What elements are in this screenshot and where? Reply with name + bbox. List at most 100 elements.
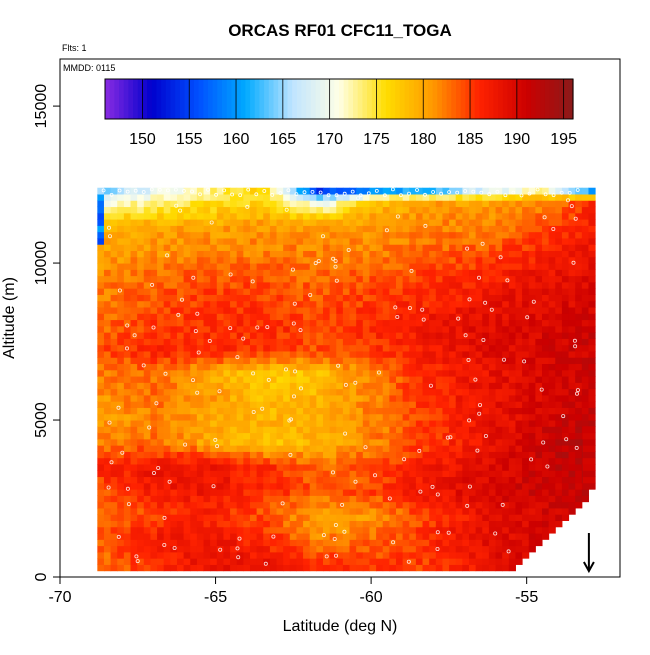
heatmap-cell bbox=[183, 237, 191, 245]
heatmap-cell bbox=[150, 558, 158, 565]
heatmap-cell bbox=[389, 426, 397, 434]
heatmap-cell bbox=[342, 250, 351, 258]
heatmap-cell bbox=[588, 288, 596, 295]
heatmap-cell bbox=[117, 225, 125, 233]
heatmap-cell bbox=[230, 363, 238, 371]
heatmap-cell bbox=[561, 438, 570, 446]
heatmap-cell bbox=[422, 470, 430, 478]
colorbar-swatch bbox=[568, 79, 574, 119]
heatmap-cell bbox=[190, 445, 198, 452]
heatmap-cell bbox=[429, 200, 437, 208]
heatmap-cell bbox=[309, 237, 317, 245]
colorbar-swatch bbox=[441, 79, 448, 119]
heatmap-cell bbox=[137, 526, 145, 534]
heatmap-cell bbox=[157, 451, 165, 459]
heatmap-cell bbox=[336, 470, 344, 478]
heatmap-cell bbox=[303, 407, 311, 415]
heatmap-cell bbox=[462, 514, 470, 521]
heatmap-cell bbox=[508, 432, 516, 440]
heatmap-cell bbox=[190, 539, 198, 547]
heatmap-cell bbox=[376, 438, 384, 446]
heatmap-cell bbox=[283, 501, 291, 509]
heatmap-cell bbox=[548, 206, 556, 214]
heatmap-cell bbox=[243, 344, 251, 352]
sample-point bbox=[475, 448, 480, 453]
heatmap-cell bbox=[415, 539, 424, 547]
heatmap-cell bbox=[495, 263, 503, 270]
heatmap-cell bbox=[522, 413, 530, 421]
heatmap-cell bbox=[276, 489, 284, 496]
heatmap-cell bbox=[183, 313, 191, 321]
heatmap-cell bbox=[236, 294, 244, 302]
heatmap-cell bbox=[170, 545, 178, 553]
heatmap-cell bbox=[376, 313, 384, 321]
heatmap-cell bbox=[316, 514, 324, 521]
heatmap-cell bbox=[356, 558, 364, 565]
heatmap-cell bbox=[316, 250, 324, 258]
heatmap-cell bbox=[163, 350, 171, 358]
heatmap-cell bbox=[123, 426, 132, 434]
heatmap-cell bbox=[236, 332, 244, 339]
heatmap-cell bbox=[157, 325, 165, 333]
colorbar-swatch bbox=[287, 79, 293, 119]
heatmap-cell bbox=[269, 187, 278, 195]
heatmap-cell bbox=[575, 369, 583, 377]
heatmap-cell bbox=[561, 470, 570, 478]
heatmap-cell bbox=[230, 451, 238, 459]
heatmap-cell bbox=[316, 350, 324, 358]
heatmap-cell bbox=[216, 495, 224, 503]
heatmap-cell bbox=[488, 407, 497, 415]
heatmap-cell bbox=[342, 269, 351, 277]
heatmap-cell bbox=[123, 539, 132, 547]
heatmap-cell bbox=[210, 325, 218, 333]
heatmap-cell bbox=[117, 363, 125, 371]
heatmap-cell bbox=[117, 325, 125, 333]
heatmap-cell bbox=[157, 401, 165, 408]
heatmap-cell bbox=[495, 526, 503, 534]
heatmap-cell bbox=[170, 288, 178, 295]
heatmap-cell bbox=[210, 482, 218, 490]
heatmap-cell bbox=[435, 344, 443, 352]
heatmap-cell bbox=[581, 401, 589, 408]
heatmap-cell bbox=[422, 187, 430, 195]
heatmap-cell bbox=[422, 269, 430, 277]
heatmap-cell bbox=[157, 344, 165, 352]
heatmap-cell bbox=[249, 363, 258, 371]
heatmap-cell bbox=[296, 551, 304, 559]
heatmap-cell bbox=[356, 256, 364, 264]
heatmap-cell bbox=[296, 526, 304, 534]
heatmap-cell bbox=[561, 507, 570, 515]
heatmap-cell bbox=[588, 369, 596, 377]
heatmap-cell bbox=[329, 219, 337, 226]
heatmap-cell bbox=[256, 401, 264, 408]
heatmap-cell bbox=[469, 382, 477, 390]
heatmap-cell bbox=[342, 470, 351, 478]
heatmap-cell bbox=[396, 545, 404, 553]
heatmap-cell bbox=[482, 225, 490, 233]
heatmap-cell bbox=[143, 564, 151, 572]
heatmap-cell bbox=[170, 325, 178, 333]
heatmap-cell bbox=[157, 413, 165, 421]
heatmap-cell bbox=[402, 539, 410, 547]
heatmap-cell bbox=[582, 463, 596, 471]
heatmap-cell bbox=[123, 420, 132, 427]
heatmap-cell bbox=[396, 489, 404, 496]
heatmap-cell bbox=[568, 206, 576, 214]
heatmap-cell bbox=[455, 206, 463, 214]
heatmap-cell bbox=[143, 294, 151, 302]
heatmap-cell bbox=[409, 244, 417, 251]
heatmap-cell bbox=[143, 432, 151, 440]
heatmap-cell bbox=[329, 432, 337, 440]
heatmap-cell bbox=[502, 256, 510, 264]
heatmap-cell bbox=[402, 288, 410, 295]
heatmap-cell bbox=[236, 495, 244, 503]
heatmap-cell bbox=[283, 332, 291, 339]
heatmap-cell bbox=[449, 394, 457, 402]
heatmap-cell bbox=[157, 369, 165, 377]
heatmap-cell bbox=[190, 432, 198, 440]
heatmap-cell bbox=[283, 338, 291, 346]
heatmap-cell bbox=[336, 275, 344, 283]
heatmap-cell bbox=[230, 551, 238, 559]
heatmap-cell bbox=[269, 526, 278, 534]
heatmap-cell bbox=[542, 357, 550, 365]
